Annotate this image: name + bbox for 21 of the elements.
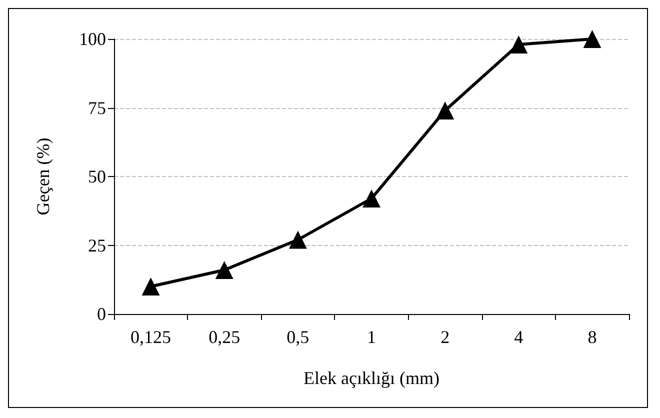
y-tick-label: 0	[97, 304, 106, 324]
y-axis-title: Geçen (%)	[33, 138, 53, 216]
point	[583, 30, 602, 48]
x-tick-label: 8	[588, 327, 597, 347]
point	[436, 102, 454, 120]
x-tick-label: 0,25	[208, 327, 240, 347]
x-tick-label: 0,5	[286, 327, 310, 347]
y-tick-label: 25	[88, 235, 106, 256]
x-tick-label: 2	[440, 327, 450, 347]
point	[362, 190, 380, 208]
y-tick-label: 100	[79, 29, 106, 49]
point	[142, 278, 160, 296]
point	[288, 230, 307, 249]
y-tick-label: 50	[88, 166, 106, 186]
x-tick-label: 0,125	[130, 327, 172, 347]
x-tick-label: 1	[367, 327, 376, 347]
point	[215, 261, 234, 279]
x-tick-label: 4	[514, 327, 524, 347]
y-tick-label: 75	[88, 98, 106, 118]
x-axis-title: Elek açıklığı (mm)	[304, 368, 440, 388]
point	[510, 36, 528, 54]
